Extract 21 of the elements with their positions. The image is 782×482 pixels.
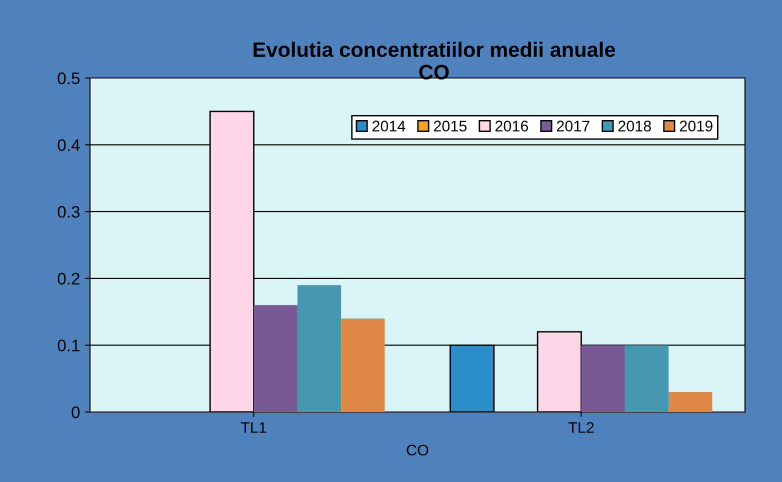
x-tick-label: TL1 xyxy=(240,422,266,433)
bar xyxy=(581,345,625,412)
legend-label: 2018 xyxy=(618,120,651,132)
bar xyxy=(624,345,669,412)
x-tick-label: TL2 xyxy=(568,422,594,433)
bar xyxy=(297,285,342,412)
bar xyxy=(254,305,298,412)
legend-label: 2014 xyxy=(372,120,406,132)
y-tick-label: 0.5 xyxy=(58,72,80,84)
y-tick-label: 0.4 xyxy=(58,139,80,152)
y-tick-label: 0.2 xyxy=(58,272,80,285)
y-tick-label: 0 xyxy=(72,406,80,418)
bar xyxy=(668,392,712,412)
legend-label: 2017 xyxy=(556,120,590,132)
legend-label: 2016 xyxy=(495,120,528,132)
legend-label: 2019 xyxy=(680,120,712,132)
x-axis-title: CO xyxy=(406,444,428,456)
bar xyxy=(341,318,385,412)
y-tick-label: 0.1 xyxy=(58,340,80,352)
y-tick-label: 0.3 xyxy=(58,206,80,218)
legend-label: 2015 xyxy=(434,120,467,132)
